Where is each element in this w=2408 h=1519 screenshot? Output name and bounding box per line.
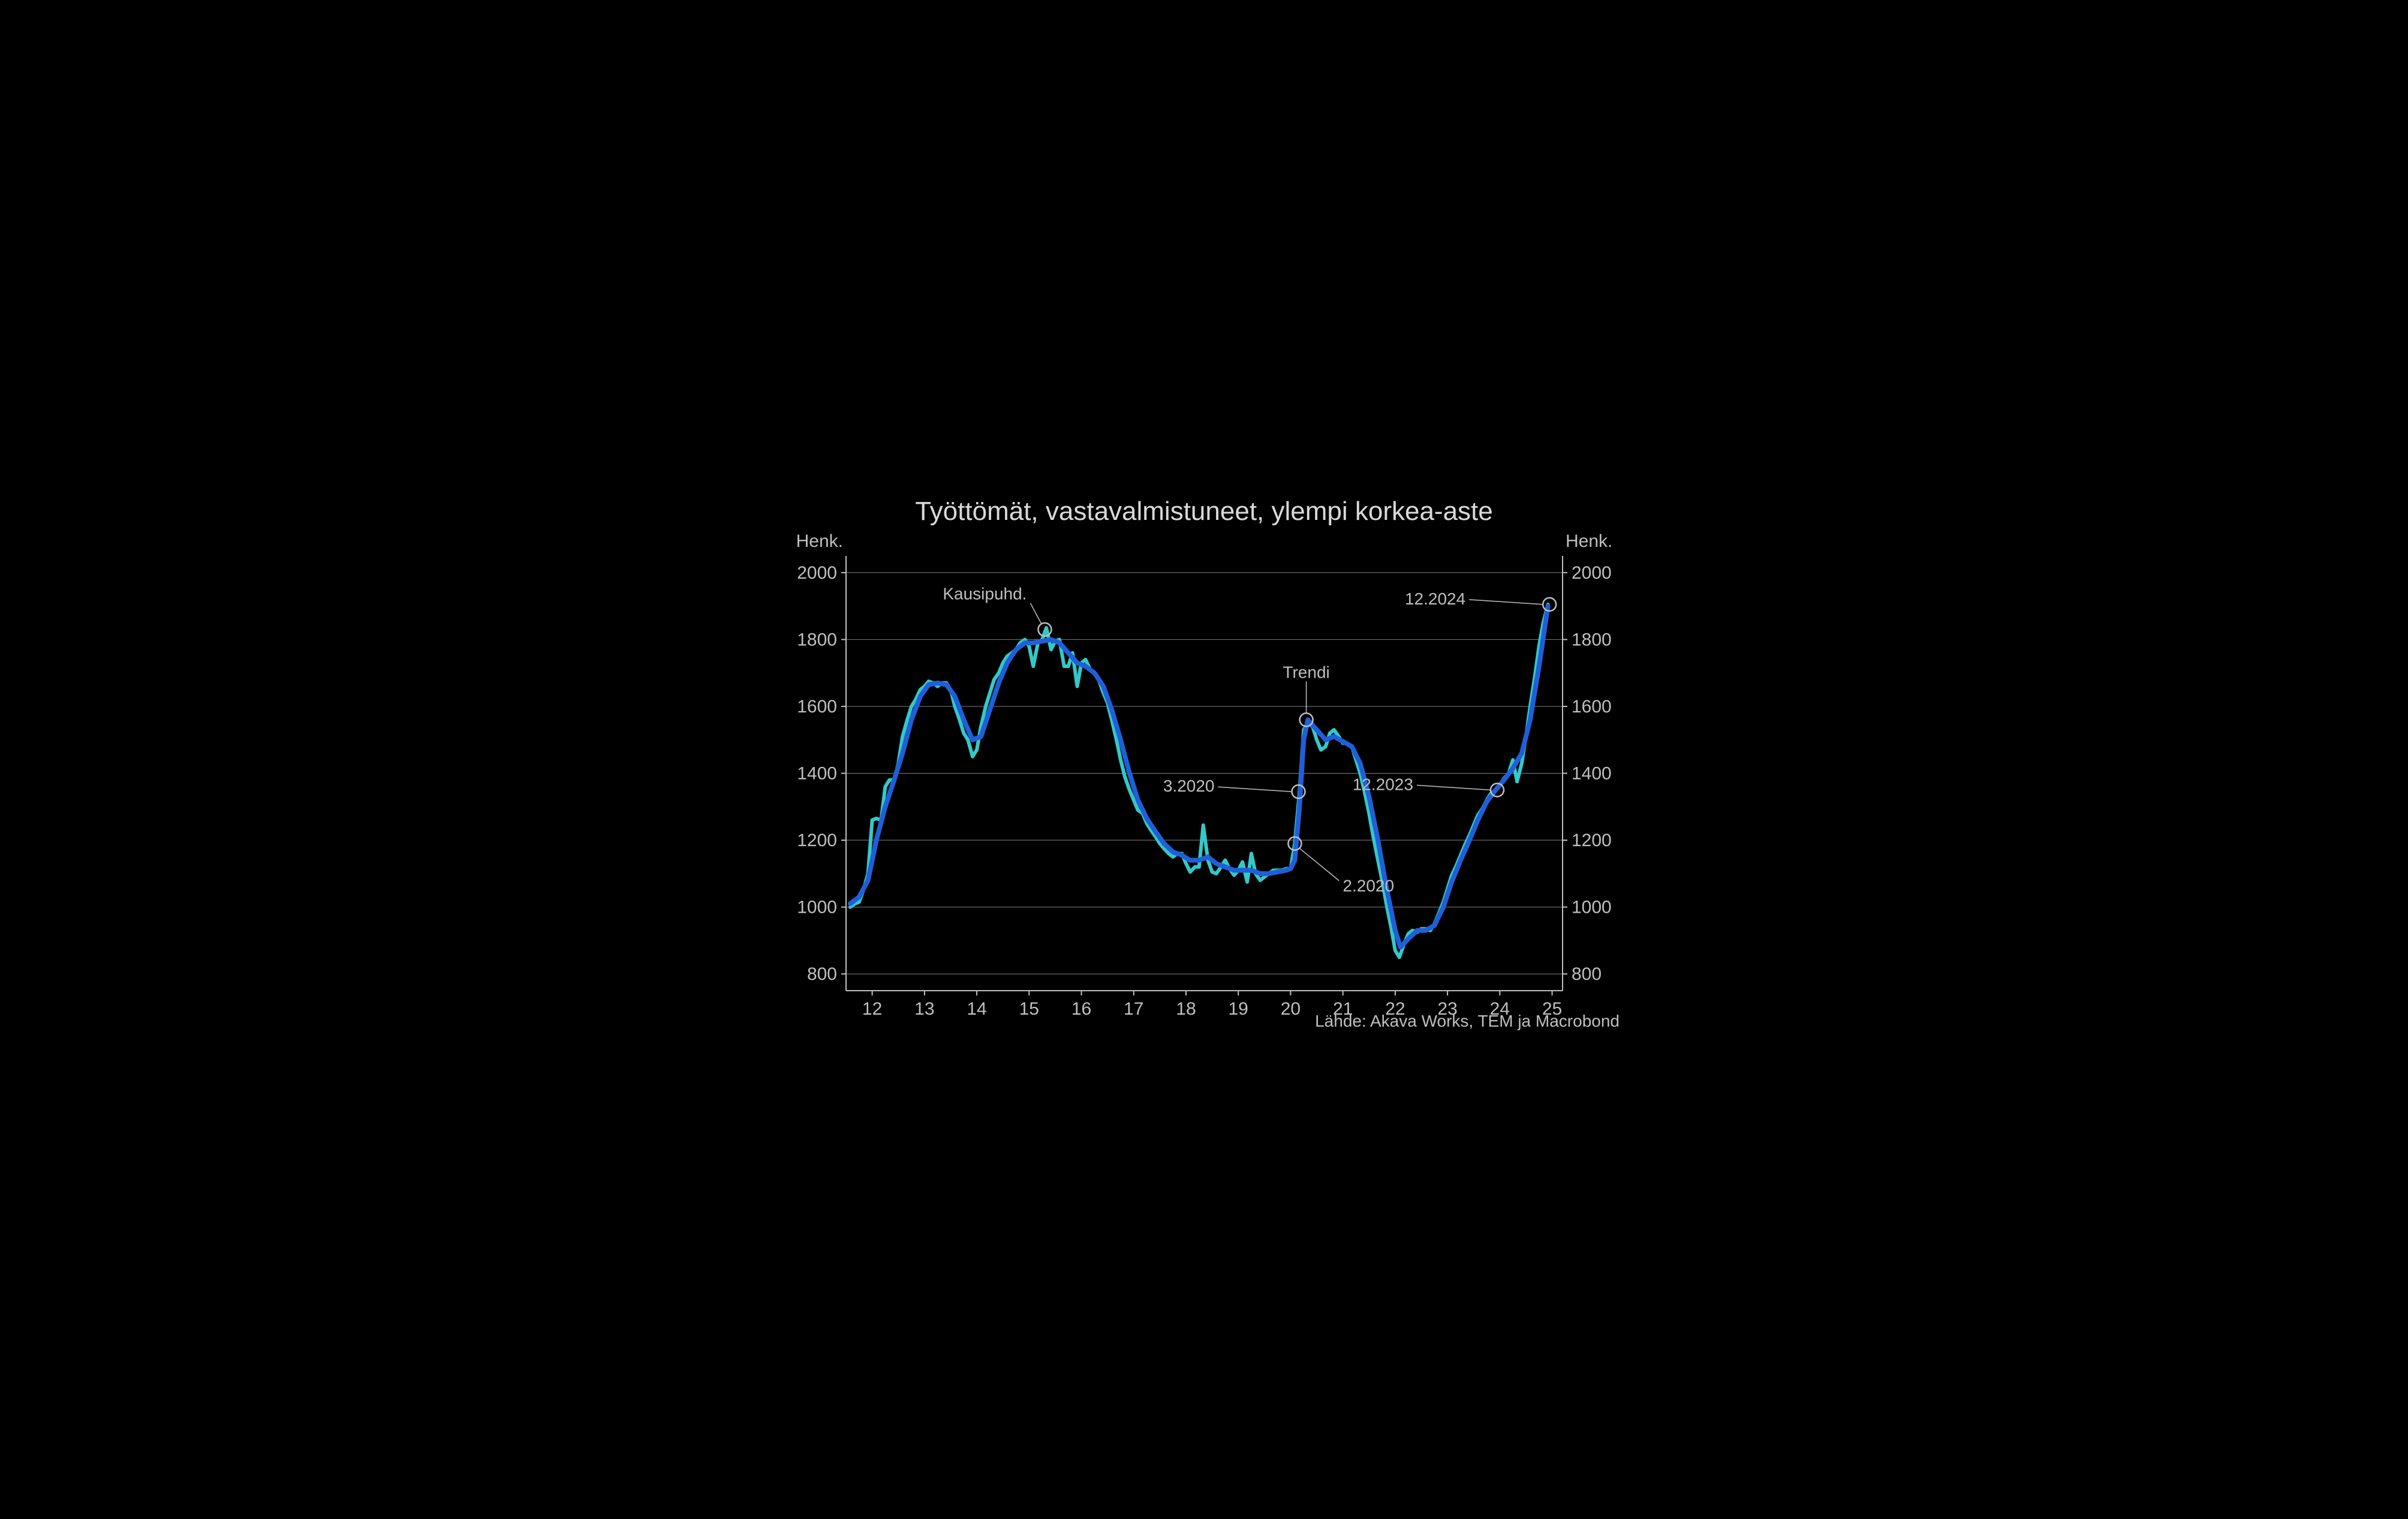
x-tick-label: 16: [1071, 999, 1091, 1019]
x-tick-label: 18: [1176, 999, 1196, 1019]
y-tick-label: 1400: [1572, 763, 1612, 783]
y-tick-label: 1600: [1572, 696, 1612, 716]
annotation-label: Trendi: [1283, 663, 1329, 681]
y-tick-label: 1200: [797, 831, 837, 850]
source-text: Lähde: Akava Works, TEM ja Macrobond: [1315, 1012, 1620, 1030]
y-tick-label: 1000: [1572, 897, 1612, 917]
y-tick-label: 800: [1572, 964, 1602, 984]
y-tick-label: 1000: [797, 897, 837, 917]
y-axis-label-right: Henk.: [1566, 531, 1612, 551]
y-tick-label: 1800: [797, 630, 837, 649]
chart-container: Työttömät, vastavalmistuneet, ylempi kor…: [0, 0, 2408, 1519]
y-tick-label: 1400: [797, 763, 837, 783]
y-tick-label: 1600: [797, 696, 837, 716]
chart-title: Työttömät, vastavalmistuneet, ylempi kor…: [915, 497, 1493, 526]
annotation-label: 2.2020: [1343, 876, 1394, 895]
x-tick-label: 17: [1124, 999, 1143, 1019]
annotation-label: 12.2024: [1404, 589, 1465, 607]
x-tick-label: 20: [1280, 999, 1300, 1019]
y-tick-label: 2000: [1572, 563, 1612, 582]
chart-background: [780, 487, 1629, 1033]
y-tick-label: 800: [806, 964, 836, 984]
x-tick-label: 15: [1019, 999, 1039, 1019]
y-tick-label: 1800: [1572, 630, 1612, 649]
annotation-label: 3.2020: [1163, 777, 1214, 795]
y-axis-label-left: Henk.: [796, 531, 842, 551]
annotation-label: 12.2023: [1352, 775, 1413, 793]
x-tick-label: 19: [1228, 999, 1248, 1019]
annotation-label: Kausipuhd.: [943, 584, 1027, 603]
line-chart: Työttömät, vastavalmistuneet, ylempi kor…: [780, 487, 1629, 1033]
x-tick-label: 12: [862, 999, 881, 1019]
x-tick-label: 13: [914, 999, 934, 1019]
x-tick-label: 14: [967, 999, 986, 1019]
y-tick-label: 2000: [797, 563, 837, 582]
y-tick-label: 1200: [1572, 831, 1612, 850]
